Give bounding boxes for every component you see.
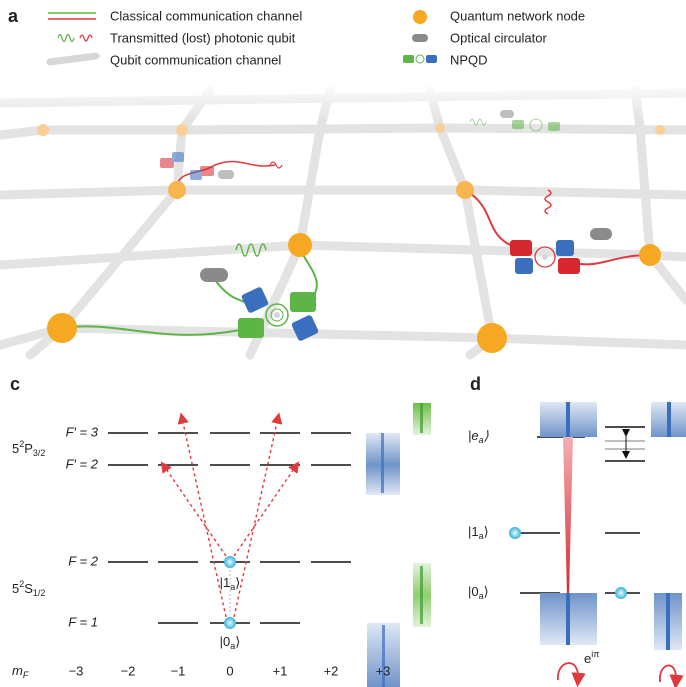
state-label-part: ⟩ [235,575,240,590]
state-label-part: |1 [220,575,231,590]
term-label-part: 1/2 [33,588,46,598]
state-label-part: ⟩ [484,428,489,443]
level-diagram [108,403,431,687]
state-label-part: ⟩ [484,524,489,539]
mf-value: +2 [324,663,339,678]
mf-value: +1 [273,663,288,678]
legend-entry: Transmitted (lost) photonic qubit [110,30,296,45]
term-label-part: 3/2 [33,448,46,458]
state-label: |0a⟩ [468,584,489,601]
mf-axis-label: mF [12,663,29,680]
mf-axis-label-part: F [23,670,29,680]
state-label-part: |e [468,428,479,443]
mf-value: −1 [171,663,186,678]
phase-label-part: e [584,651,591,666]
level-label: F′ = 2 [66,456,99,471]
state-label: |1a⟩ [220,575,241,592]
mf-value: −2 [121,663,136,678]
level-label: F′ = 3 [66,424,99,439]
term-label: 52P3/2 [12,439,45,458]
mf-value: +3 [376,663,391,678]
legend-entry: Qubit communication channel [110,52,281,67]
mf-value: −3 [69,663,84,678]
state-label-part: |0 [468,584,479,599]
legend-entry: NPQD [450,52,488,67]
term-label-part: S [24,581,33,596]
phase-label: eiπ [584,649,599,666]
state-label-part: ⟩ [484,584,489,599]
level-label: F = 2 [68,553,99,568]
state-label: |ea⟩ [468,428,489,445]
legend-entry: Optical circulator [450,30,547,45]
legend-entry: Classical communication channel [110,8,302,23]
term-label-part: P [24,441,33,456]
term-label-part: 5 [12,581,19,596]
state-label: |1a⟩ [468,524,489,541]
mf-axis-label-part: m [12,663,23,678]
figure: a c d Classical communication channel Transm… [0,0,686,687]
phase-label-part: iπ [591,649,599,659]
state-label-part: |0 [220,634,231,649]
state-label-part: ⟩ [235,634,240,649]
panel-label: c [10,374,20,394]
phase-diagram [509,402,686,682]
panel-label: d [470,374,481,394]
legend-entry: Quantum network node [450,8,585,23]
mf-value: 0 [226,663,233,678]
state-label-part: |1 [468,524,479,539]
term-label: 52S1/2 [12,579,45,598]
state-label: |0a⟩ [220,634,241,651]
panel-label: a [8,6,19,26]
network [0,80,686,355]
term-label-part: 5 [12,441,19,456]
level-label: F = 1 [68,614,98,629]
